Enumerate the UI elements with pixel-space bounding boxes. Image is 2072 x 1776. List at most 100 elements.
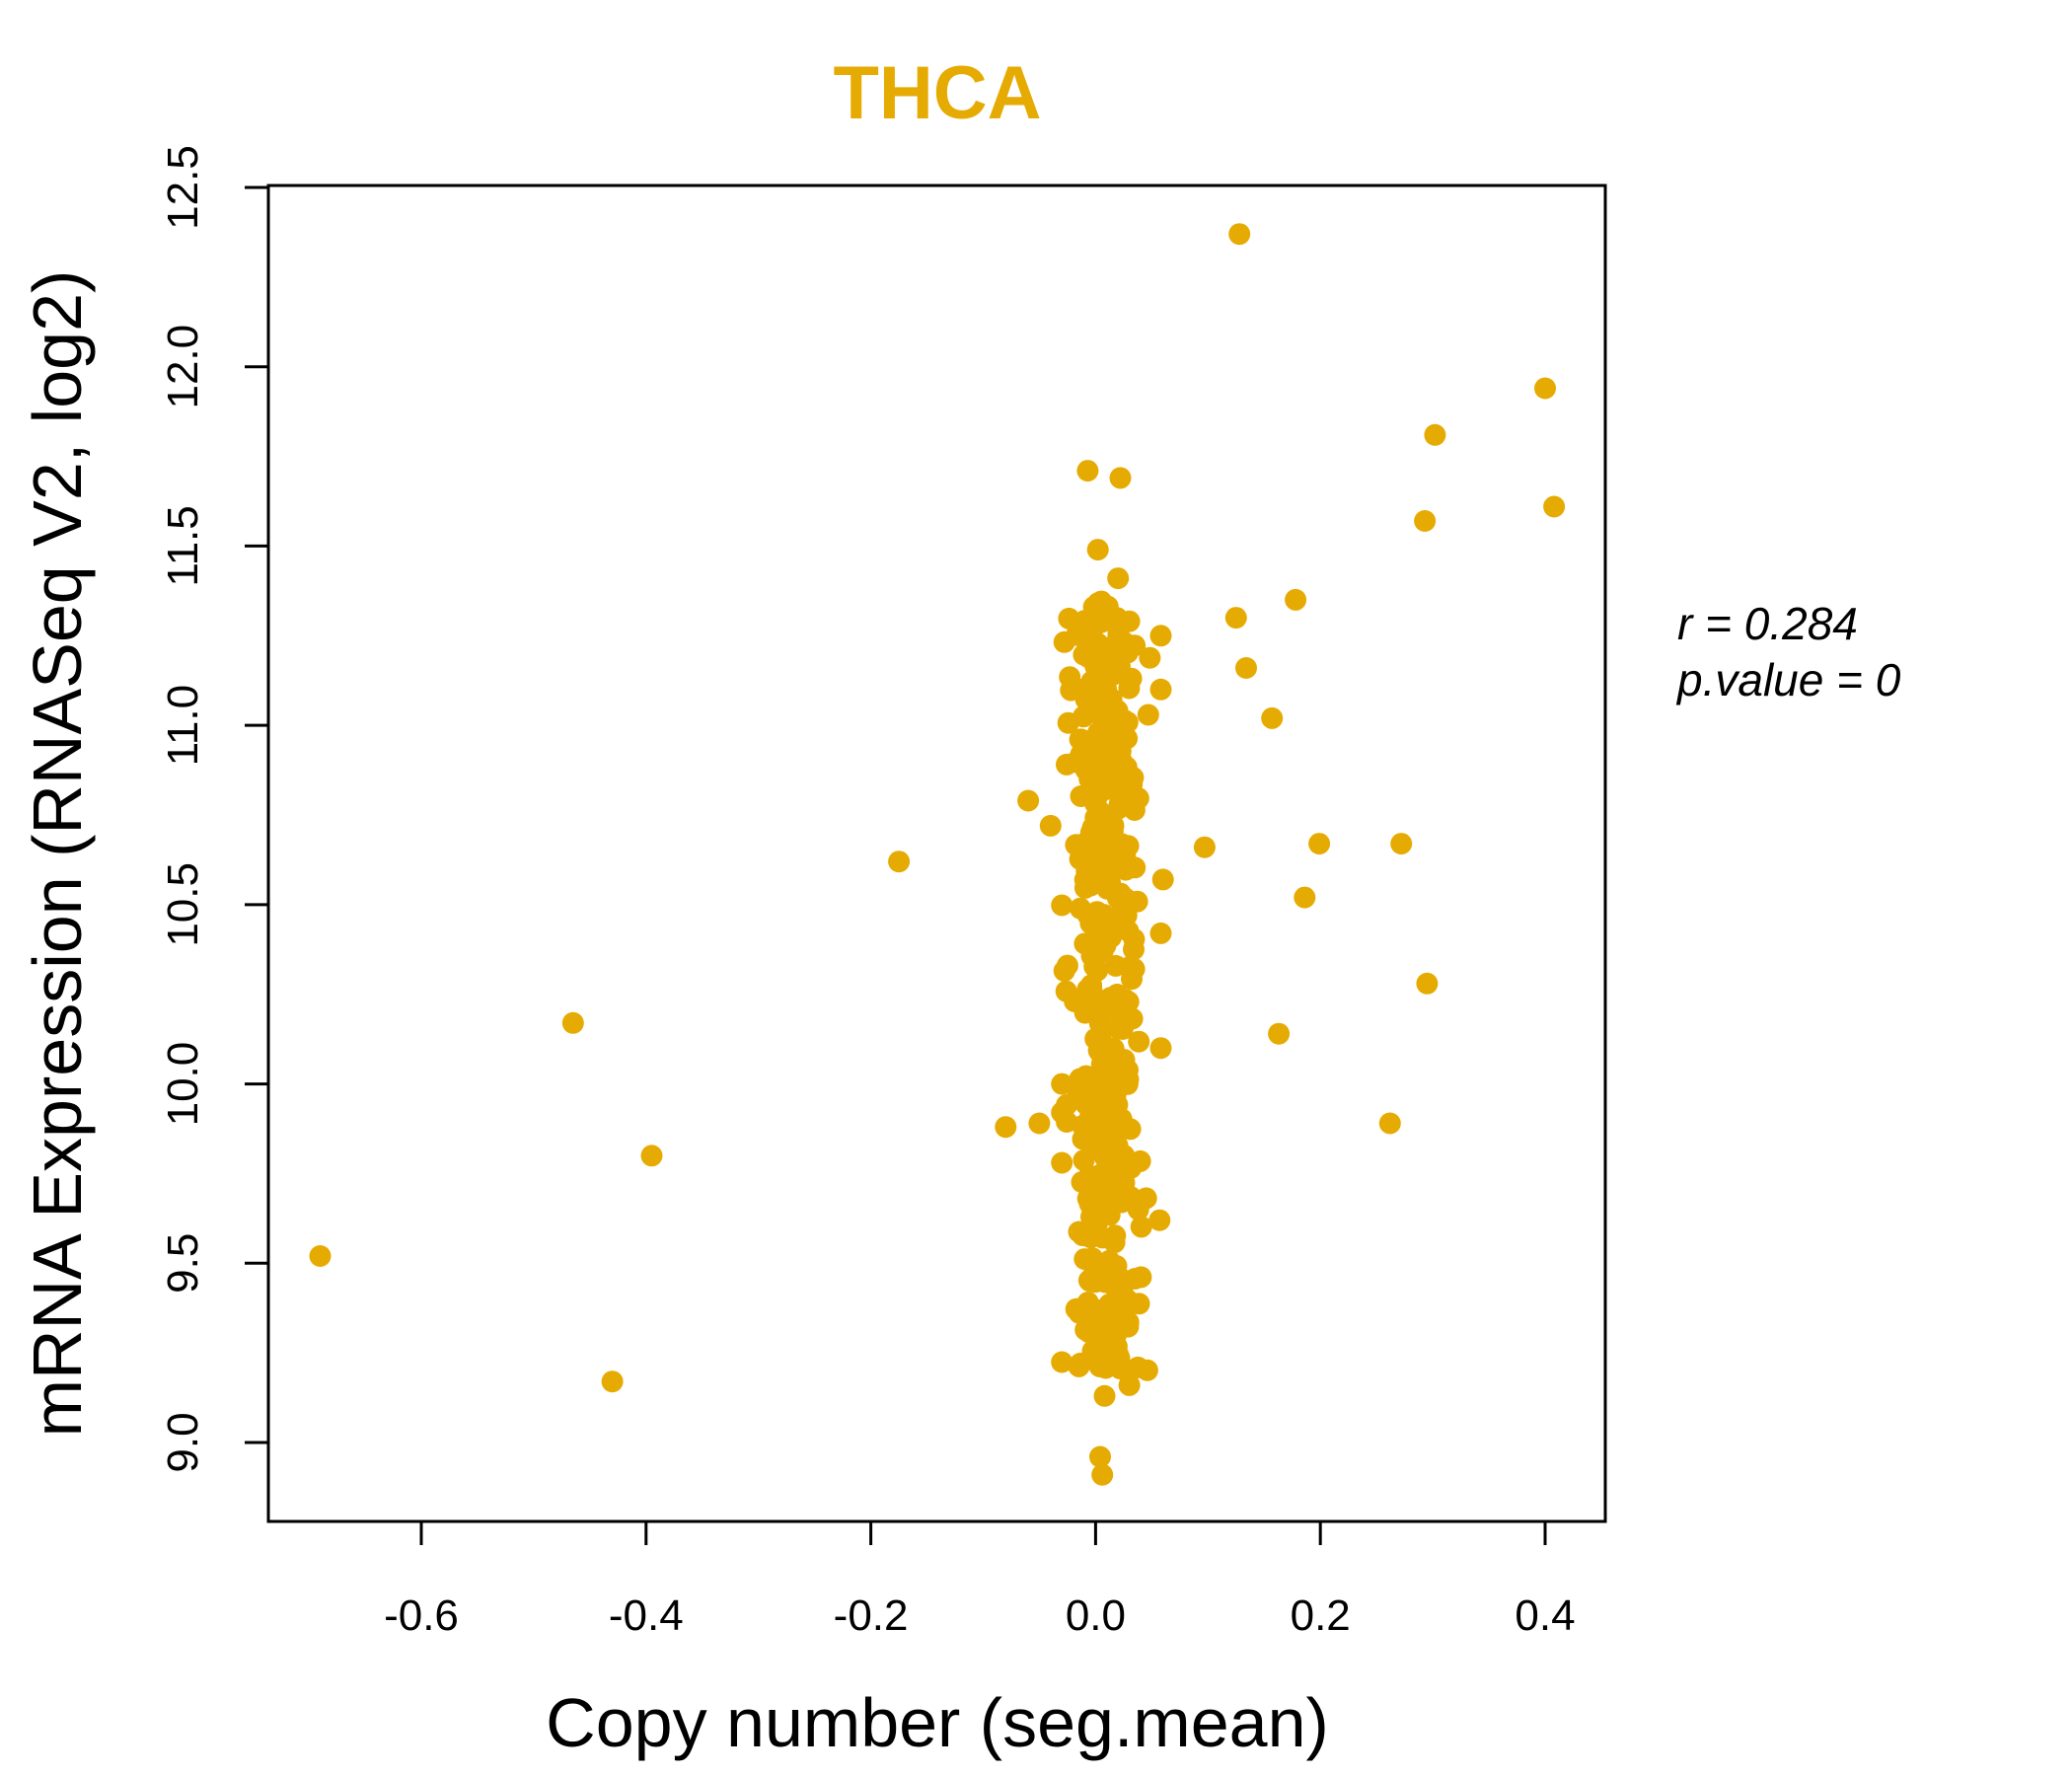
data-point [1113,839,1135,861]
data-point [1083,871,1106,894]
data-point [1089,1265,1112,1288]
data-point [309,1245,332,1267]
data-point [1121,1007,1144,1030]
correlation-r: r = 0.284 [1677,598,1858,649]
data-point [1075,844,1098,865]
y-axis: 9.0 9.5 10.0 10.5 11.0 11.5 12.0 12.5 [159,145,268,1473]
data-point [1414,510,1437,532]
data-point [1089,1445,1111,1468]
data-point [1095,1193,1117,1216]
y-tick-label: 11.5 [159,505,207,586]
data-point [1424,423,1446,446]
data-point [1091,1463,1114,1486]
data-point [1079,700,1102,722]
data-point [1268,1022,1291,1045]
data-point [1088,1012,1111,1035]
data-point [1089,1037,1111,1060]
data-point [1113,1171,1136,1194]
data-point [1126,890,1148,913]
data-point [1235,657,1257,679]
x-tick-label: -0.4 [609,1591,684,1640]
x-axis-label: Copy number (seg.mean) [546,1684,1329,1761]
data-point [1103,757,1126,778]
data-point [1139,646,1161,669]
data-point [1108,1347,1131,1369]
x-axis: -0.6 -0.4 -0.2 0.0 0.2 0.4 [384,1521,1576,1640]
data-point [1085,1123,1108,1146]
chart-title: THCA [833,51,1041,135]
data-point [1093,1384,1116,1407]
data-point [1109,467,1132,489]
data-point [1086,1164,1109,1187]
y-tick-label: 9.0 [159,1412,207,1472]
data-point [1073,1073,1096,1096]
data-point [1051,1351,1073,1373]
y-tick-label: 9.5 [159,1233,207,1294]
data-point [1128,1293,1150,1315]
data-point [1086,539,1109,561]
data-point [1055,980,1077,1002]
data-point [1123,799,1146,821]
data-point [1107,567,1130,590]
data-point [1104,1224,1127,1247]
data-point [1051,1151,1073,1174]
data-point [1076,460,1099,482]
x-tick-label: -0.2 [834,1591,909,1640]
plot-frame [266,184,1607,1523]
data-point [601,1370,624,1393]
data-point [1077,742,1099,765]
data-point [1294,886,1316,909]
data-point [1308,833,1331,855]
data-point [1093,650,1116,673]
data-point [1119,955,1142,978]
data-point [1051,1101,1073,1124]
data-point [1076,1187,1099,1210]
data-point [1110,1108,1133,1131]
data-point [1285,588,1307,611]
data-point [1105,1255,1128,1277]
data-point [1081,628,1104,650]
data-point [1065,1297,1087,1320]
data-point [1118,610,1141,632]
data-point [1097,717,1120,740]
data-point [888,851,911,873]
data-point [1071,612,1093,634]
data-point [1017,789,1040,812]
data-point [1193,836,1216,858]
data-point [1099,692,1121,714]
data-point [1084,792,1106,815]
y-tick-label: 10.5 [159,862,207,947]
data-points [309,223,1566,1486]
data-point [1094,934,1117,957]
data-point [1053,630,1075,653]
data-point [1117,920,1140,942]
data-point [640,1145,663,1167]
data-point [1228,223,1251,246]
data-point [1090,824,1113,847]
data-point [1039,814,1062,837]
data-point [1056,753,1077,776]
data-point [1261,706,1284,729]
data-point [1051,894,1073,917]
data-point [1077,1321,1100,1344]
data-point [1148,1209,1171,1231]
data-point [1543,495,1566,518]
data-point [1149,678,1172,701]
data-point [1390,833,1413,855]
data-point [1118,635,1141,658]
data-point [1534,377,1556,400]
data-point [1116,1073,1139,1095]
data-point [1130,1216,1152,1238]
data-point [1128,1030,1150,1053]
data-point [1068,1221,1090,1243]
x-tick-label: 0.0 [1066,1591,1126,1640]
data-point [1136,1359,1158,1381]
data-point [1224,607,1247,629]
data-point [1149,1037,1172,1060]
x-tick-label: -0.6 [384,1591,459,1640]
data-point [1028,1112,1051,1135]
data-point [1130,1266,1152,1289]
data-point [1115,858,1137,881]
data-point [1104,999,1127,1022]
